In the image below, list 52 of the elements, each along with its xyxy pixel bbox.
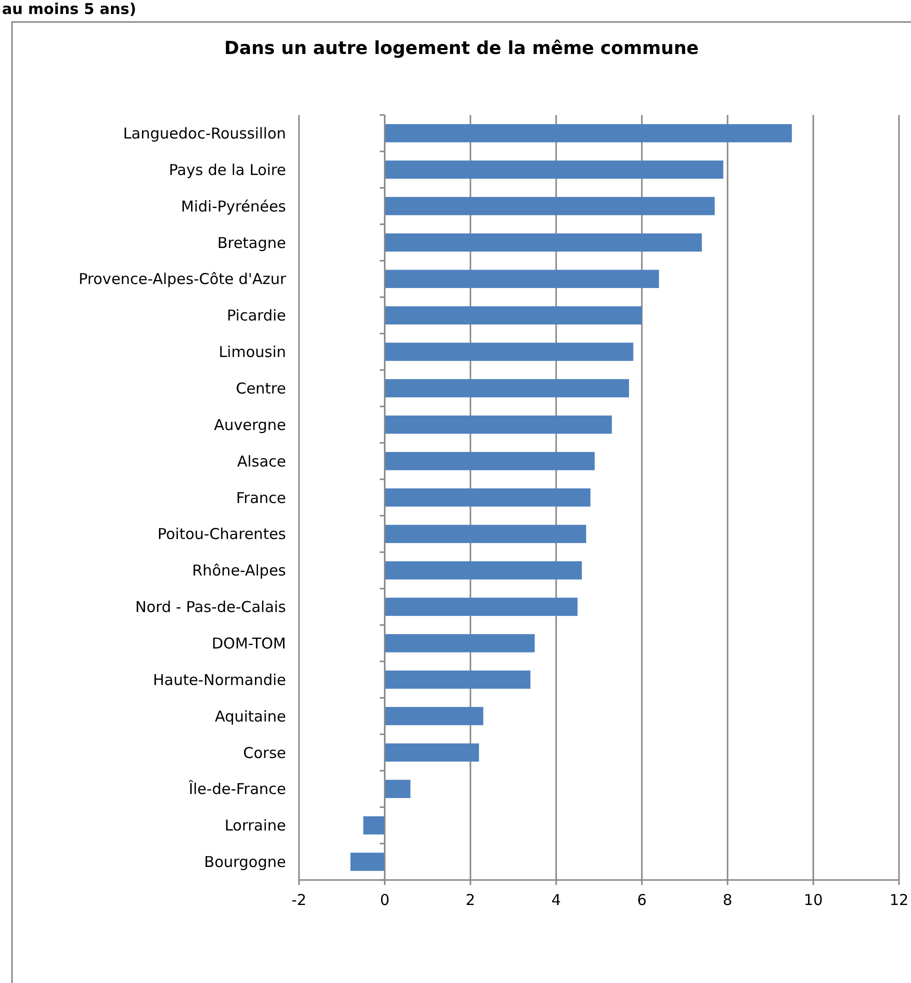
- bar: [384, 416, 612, 434]
- x-tick-label: 4: [551, 891, 561, 909]
- text: au moins 5 ans): [2, 0, 136, 18]
- bar: [384, 306, 642, 324]
- bar: [384, 780, 410, 798]
- bar: [384, 488, 590, 507]
- bar: [384, 160, 724, 179]
- bar: [384, 342, 634, 361]
- y-tick-label: Haute-Normandie: [152, 670, 286, 689]
- bar: [384, 379, 629, 398]
- y-tick-label: Provence-Alpes-Côte d'Azur: [78, 270, 287, 288]
- bar: [384, 670, 530, 689]
- bar: [384, 233, 702, 252]
- x-tick-label: -2: [292, 891, 306, 909]
- bar: [350, 852, 385, 871]
- bar: [384, 524, 586, 544]
- bar: [384, 743, 479, 762]
- x-tick-label: 0: [380, 891, 390, 909]
- x-tick-label: 2: [466, 891, 476, 909]
- y-tick-label: Corse: [243, 744, 286, 762]
- y-tick-label: Aquitaine: [214, 707, 286, 726]
- bar: [384, 270, 659, 288]
- chart-title: Dans un autre logement de la même commune: [224, 38, 699, 59]
- y-tick-label: Île-de-France: [188, 780, 286, 798]
- y-tick-label: Limousin: [218, 343, 286, 362]
- y-tick-label: Poitou-Charentes: [157, 525, 286, 544]
- bar: [384, 196, 715, 216]
- bar: [384, 452, 595, 470]
- x-tick-label: 6: [637, 891, 647, 909]
- x-tick-label: 10: [804, 891, 823, 909]
- bar: [384, 124, 792, 142]
- y-tick-label: DOM-TOM: [212, 634, 286, 652]
- y-tick-label: Languedoc-Roussillon: [123, 124, 286, 142]
- y-tick-label: Bretagne: [217, 234, 286, 252]
- y-tick-label: Rhône-Alpes: [192, 562, 286, 580]
- y-tick-label: Auvergne: [214, 416, 286, 434]
- y-tick-label: Bourgogne: [204, 853, 286, 872]
- y-tick-label: Alsace: [237, 452, 286, 470]
- x-tick-label: 12: [889, 891, 909, 909]
- y-tick-label: Nord - Pas-de-Calais: [135, 598, 286, 616]
- bar: [384, 634, 535, 652]
- x-tick-label: 8: [722, 891, 732, 909]
- bar: [384, 706, 484, 726]
- bar: [363, 816, 385, 834]
- bar: [384, 561, 582, 580]
- y-tick-label: Midi-Pyrénées: [181, 197, 286, 216]
- y-tick-label: Lorraine: [224, 816, 286, 835]
- bar: [384, 598, 578, 616]
- y-tick-label: Pays de la Loire: [168, 160, 286, 179]
- y-tick-label: France: [236, 488, 286, 507]
- y-tick-label: Centre: [236, 379, 286, 398]
- y-tick-label: Picardie: [226, 306, 286, 325]
